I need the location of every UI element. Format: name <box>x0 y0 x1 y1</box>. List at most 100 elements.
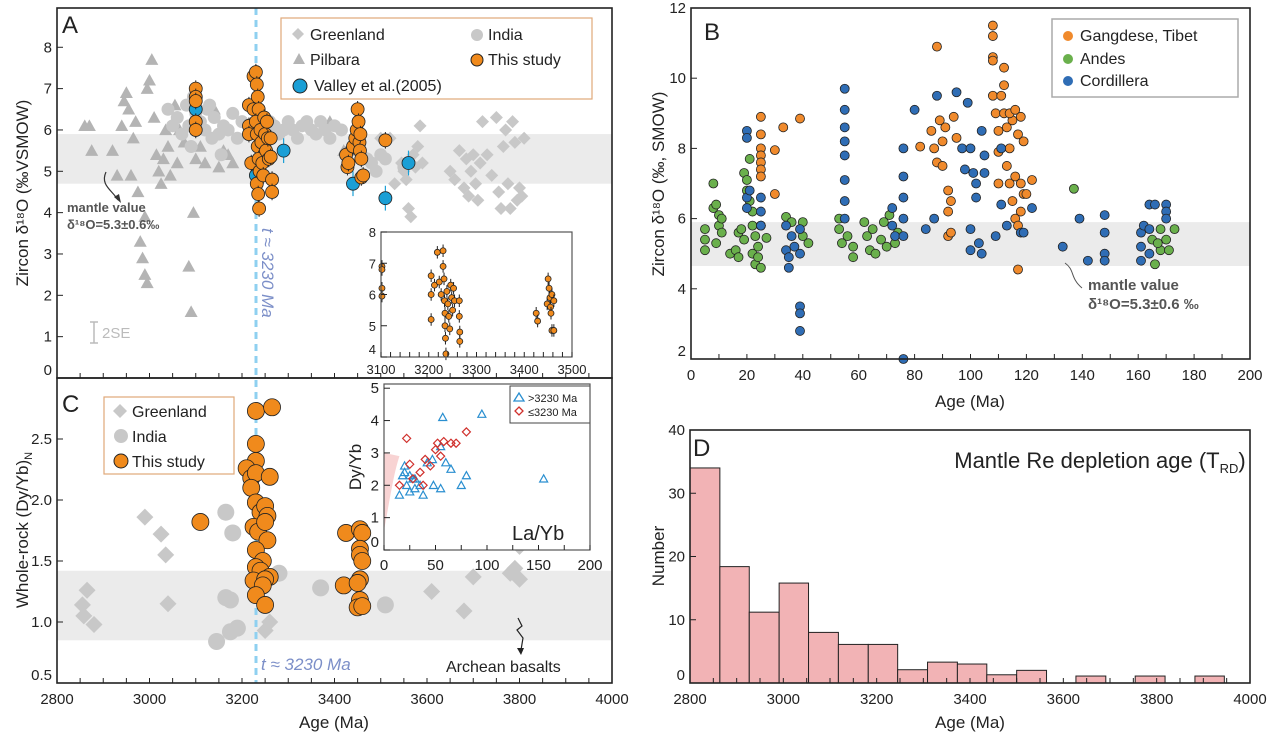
data-point-gangdese-tibet <box>1021 189 1032 199</box>
data-point-gangdese-tibet <box>1013 264 1023 275</box>
data-point-greenland <box>411 139 425 153</box>
data-point-this-study <box>256 596 275 614</box>
data-point-cordillera <box>990 231 1001 242</box>
data-point-andes <box>1155 224 1166 235</box>
data-point--3230-ma <box>461 427 472 437</box>
data-point--3230-ma <box>428 480 439 490</box>
data-point--3230-ma <box>476 408 487 418</box>
data-point-gangdese-tibet <box>951 132 962 143</box>
data-point-greenland <box>413 119 427 133</box>
data-point-cordillera <box>1136 241 1146 252</box>
data-point-pilbara <box>152 164 166 177</box>
legend-valley-marker <box>292 78 308 94</box>
data-point-cordillera <box>839 83 850 94</box>
data-point-india <box>203 98 217 112</box>
data-point-greenland <box>261 613 279 631</box>
data-point-gangdese-tibet <box>993 125 1004 136</box>
legend-a-box <box>280 17 593 100</box>
panel-letter-b: B <box>704 19 720 46</box>
data-point-gangdese-tibet <box>1010 104 1021 115</box>
x-tick-label: 3800 <box>1140 691 1173 708</box>
data-point-india <box>161 102 175 116</box>
data-point-cordillera <box>1099 227 1110 238</box>
legend-inset-young: ≤3230 Ma <box>528 407 578 419</box>
data-point-andes <box>700 245 710 256</box>
y-tick-label: 4 <box>44 205 52 222</box>
data-point-greenland <box>136 508 154 526</box>
data-point-gangdese-tibet <box>929 143 940 154</box>
data-point-cordillera <box>890 231 900 242</box>
data-point-pilbara <box>138 268 152 280</box>
data-point-greenland <box>448 173 462 187</box>
legend-andes-marker <box>1063 54 1073 64</box>
panel-d-title-sub: RD <box>1220 461 1239 476</box>
y-tick-label: 5 <box>369 319 376 334</box>
legend-cordillera-marker <box>1063 76 1073 86</box>
data-point-this-study <box>444 300 452 308</box>
data-point-cordillera <box>951 87 962 98</box>
y-tick-label: 10 <box>668 612 685 629</box>
archean-arrowhead <box>517 648 524 655</box>
y-tick-label: 8 <box>369 225 376 240</box>
y-tick-label: 7 <box>369 256 376 271</box>
data-point-andes <box>1152 238 1163 249</box>
data-point-this-study <box>251 187 266 201</box>
x-tick-label: 3000 <box>133 691 166 708</box>
data-point-pilbara <box>129 115 143 127</box>
inset-c-ylabel: Dy/Yb <box>346 444 365 490</box>
data-point-andes <box>733 252 744 263</box>
panel-b-ylabel: Zircon δ¹⁸O (‰, SMOW) <box>649 92 668 277</box>
histogram-bar <box>778 582 810 684</box>
data-point--3230-ma <box>461 470 472 480</box>
data-point-cordillera <box>968 168 979 178</box>
legend-a-valley: Valley et al.(2005) <box>314 78 442 95</box>
x-tick-label: 140 <box>1070 367 1095 384</box>
legend-inset-old: >3230 Ma <box>528 393 578 405</box>
data-point-pilbara <box>147 111 161 123</box>
data-point-pilbara <box>161 139 175 152</box>
x-tick-label: 3400 <box>510 362 539 377</box>
data-point-greenland <box>466 148 480 162</box>
data-point-this-study <box>441 322 449 330</box>
data-point--3230-ma <box>427 454 438 464</box>
data-point-andes <box>862 231 872 242</box>
data-point-pilbara <box>126 131 140 144</box>
data-point-this-study <box>263 131 278 146</box>
histogram-bar <box>956 663 988 684</box>
x-tick-label: 3800 <box>503 691 536 708</box>
data-point-cordillera <box>996 143 1007 154</box>
y-tick-label: 40 <box>668 422 685 439</box>
y-tick-label: 30 <box>668 485 685 502</box>
panel-a-mantle-label: mantle value <box>67 200 146 215</box>
data-point-this-study <box>550 327 558 334</box>
data-point-cordillera <box>1099 210 1110 220</box>
data-point-cordillera <box>1074 213 1085 224</box>
data-point-cordillera <box>755 206 766 217</box>
data-point-greenland <box>462 189 476 203</box>
data-point-andes <box>761 233 772 243</box>
data-point-this-study <box>246 402 265 420</box>
data-point-this-study <box>350 102 365 117</box>
y-tick-label: 4 <box>369 342 376 357</box>
panel-c-xlabel: Age (Ma) <box>299 713 369 732</box>
data-point-this-study <box>433 248 441 256</box>
data-point-pilbara <box>133 235 147 247</box>
data-point-cordillera <box>965 245 976 256</box>
data-point-gangdese-tibet <box>1010 171 1021 182</box>
data-point-cordillera <box>898 192 909 203</box>
legend-india-marker <box>471 29 483 41</box>
data-point-greenland <box>73 596 91 614</box>
C-mantle-band <box>57 570 612 641</box>
histogram-bar <box>808 631 839 684</box>
legend-b-box <box>1051 18 1239 98</box>
data-point-cordillera <box>898 143 909 154</box>
data-point-pilbara <box>110 168 124 181</box>
data-point-cordillera <box>755 192 766 203</box>
data-point-gangdese-tibet <box>1001 122 1012 133</box>
data-point-pilbara <box>182 259 196 272</box>
data-point-this-study <box>256 513 275 531</box>
panel-letter-d: D <box>693 435 710 462</box>
data-point-andes <box>716 227 727 238</box>
data-point-cordillera <box>795 224 805 235</box>
panel-d-title-end: ) <box>1238 448 1245 473</box>
